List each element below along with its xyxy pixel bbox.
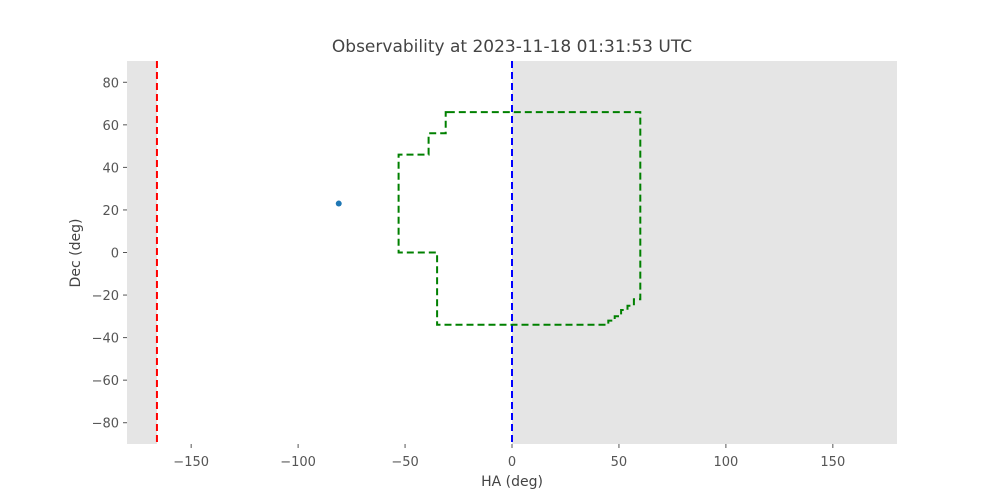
y-axis-label: Dec (deg) — [68, 219, 84, 288]
y-axis-ticks: 80 60 40 20 0 −20 −40 −60 −80 — [92, 76, 127, 432]
y-tick-label: 60 — [102, 119, 119, 134]
x-axis-ticks: −150 −100 −50 0 50 100 150 — [173, 444, 845, 470]
x-tick-label: 0 — [508, 455, 516, 470]
y-tick-label: −40 — [92, 332, 119, 347]
observability-boundary-line-1 — [397, 111, 642, 326]
shaded-region-1 — [127, 61, 157, 444]
y-tick-label: 40 — [102, 161, 119, 176]
chart-title: Observability at 2023-11-18 01:31:53 UTC — [332, 37, 692, 57]
x-tick-label: 100 — [713, 455, 738, 470]
y-tick-label: 20 — [102, 204, 119, 219]
plot-area — [127, 61, 897, 444]
x-tick-label: −100 — [280, 455, 316, 470]
y-tick-label: 80 — [102, 76, 119, 91]
x-axis-label: HA (deg) — [481, 474, 543, 490]
x-tick-label: −150 — [173, 455, 209, 470]
y-tick-label: 0 — [111, 247, 119, 262]
shaded-region-2 — [512, 61, 897, 444]
x-tick-label: 50 — [611, 455, 628, 470]
y-tick-label: −20 — [92, 289, 119, 304]
y-tick-label: −80 — [92, 417, 119, 432]
x-tick-label: −50 — [391, 455, 418, 470]
target-point-1 — [335, 200, 342, 207]
x-tick-label: 150 — [820, 455, 845, 470]
y-tick-label: −60 — [92, 374, 119, 389]
